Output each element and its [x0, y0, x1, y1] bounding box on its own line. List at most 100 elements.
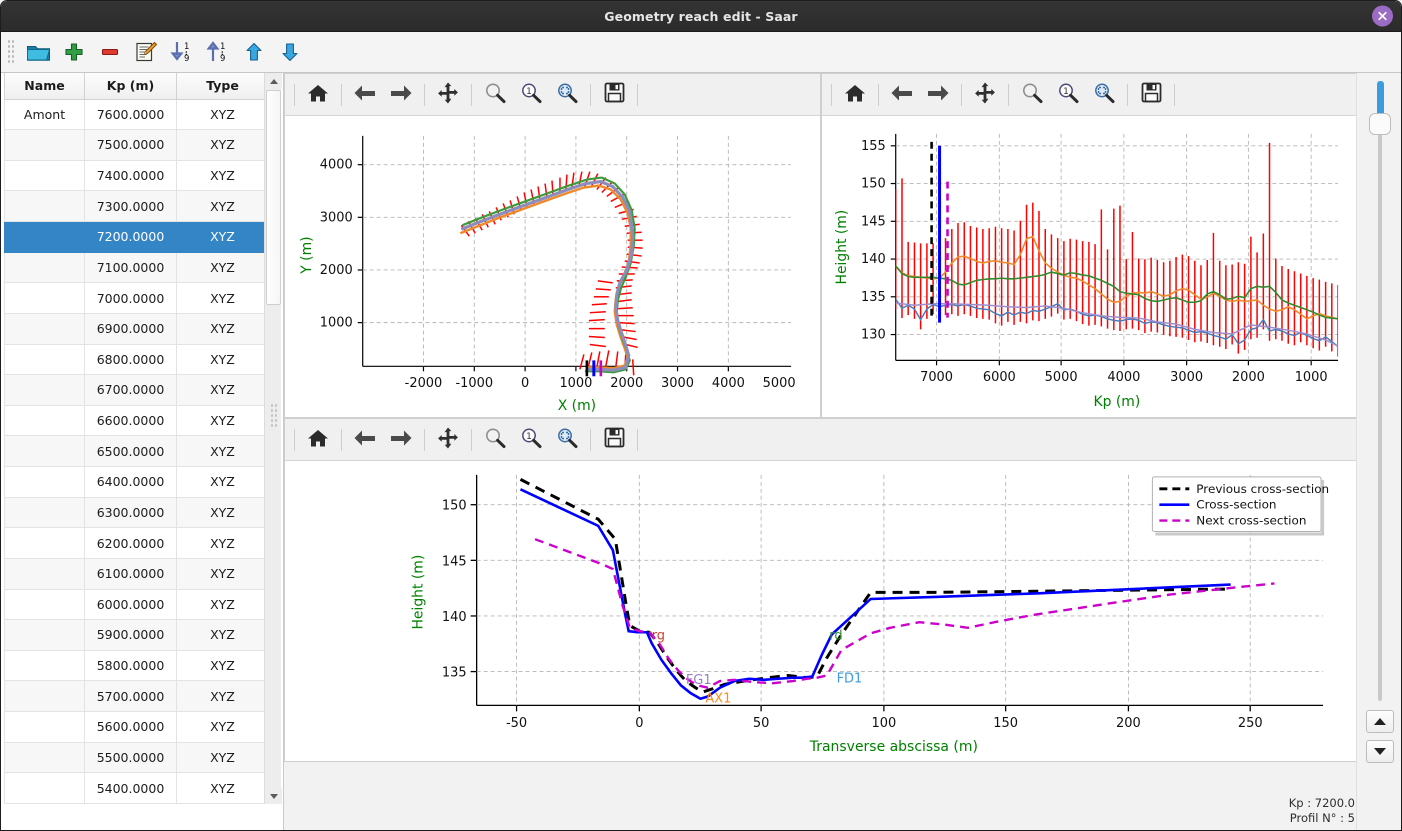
cell-name[interactable] [4, 435, 85, 467]
cell-type[interactable]: XYZ [176, 129, 269, 161]
cell-kp[interactable]: 7000.0000 [84, 282, 177, 314]
table-row[interactable]: 7100.0000 XYZ [4, 251, 269, 284]
cell-name[interactable] [4, 527, 85, 559]
pan-button[interactable] [967, 78, 1003, 112]
cell-kp[interactable]: 7400.0000 [84, 159, 177, 192]
cell-kp[interactable]: 6400.0000 [84, 466, 177, 498]
cell-kp[interactable]: 6500.0000 [84, 435, 177, 467]
cell-kp[interactable]: 7100.0000 [84, 251, 177, 284]
cell-kp[interactable]: 7200.0000 [84, 221, 177, 253]
table-row[interactable]: 7300.0000 XYZ [4, 190, 269, 222]
pan-button[interactable] [430, 78, 466, 112]
forward-button[interactable] [920, 78, 956, 112]
home-button[interactable] [300, 78, 336, 112]
zoom-one-button[interactable]: 1 [513, 423, 549, 457]
cell-type[interactable]: XYZ [176, 221, 269, 253]
cell-type[interactable]: XYZ [176, 159, 269, 192]
cell-kp[interactable]: 6100.0000 [84, 557, 177, 590]
cell-type[interactable]: XYZ [176, 251, 269, 284]
cell-name[interactable] [4, 221, 85, 253]
cell-name[interactable] [4, 374, 85, 406]
cell-type[interactable]: XYZ [176, 190, 269, 222]
cell-kp[interactable]: 5800.0000 [84, 649, 177, 682]
cell-name[interactable] [4, 251, 85, 284]
zoom-button[interactable] [1014, 78, 1050, 112]
sort-up-1-9-icon[interactable]: 1 9 [201, 36, 235, 68]
arrow-up-icon[interactable] [237, 36, 271, 68]
longitudinal-profile-canvas[interactable]: 7000 6000 5000 4000 3000 2000 1000 130 1… [822, 116, 1357, 417]
table-row[interactable]: 7200.0000 XYZ [4, 221, 269, 253]
cell-type[interactable]: XYZ [176, 404, 269, 437]
table-row[interactable]: 6800.0000 XYZ [4, 343, 269, 376]
toolbar-grip[interactable] [7, 39, 16, 65]
table-row[interactable]: 7500.0000 XYZ [4, 129, 269, 161]
column-header-type[interactable]: Type [176, 73, 269, 100]
sort-down-1-9-icon[interactable]: 1 9 [165, 36, 199, 68]
close-icon[interactable] [1372, 5, 1393, 27]
table-row[interactable]: 6200.0000 XYZ [4, 527, 269, 559]
table-row[interactable]: 6300.0000 XYZ [4, 496, 269, 529]
cell-type[interactable]: XYZ [176, 772, 269, 804]
cell-type[interactable]: XYZ [176, 741, 269, 774]
cell-type[interactable]: XYZ [176, 282, 269, 314]
cell-type[interactable]: XYZ [176, 466, 269, 498]
cell-type[interactable]: XYZ [176, 557, 269, 590]
save-figure-button[interactable] [1133, 78, 1169, 112]
open-folder-button[interactable] [21, 36, 55, 68]
remove-button[interactable] [93, 36, 127, 68]
cell-name[interactable] [4, 557, 85, 590]
table-row[interactable]: 7400.0000 XYZ [4, 159, 269, 192]
table-row[interactable]: 6400.0000 XYZ [4, 466, 269, 498]
cell-name[interactable] [4, 711, 85, 743]
pan-button[interactable] [430, 423, 466, 457]
cell-kp[interactable]: 5600.0000 [84, 711, 177, 743]
edit-button[interactable] [129, 36, 163, 68]
table-row[interactable]: Amont 7600.0000 XYZ [4, 98, 269, 131]
cell-kp[interactable]: 6000.0000 [84, 588, 177, 621]
cell-kp[interactable]: 5400.0000 [84, 772, 177, 804]
cell-kp[interactable]: 7600.0000 [84, 98, 177, 131]
cell-type[interactable]: XYZ [176, 312, 269, 345]
cell-name[interactable] [4, 129, 85, 161]
cell-type[interactable]: XYZ [176, 374, 269, 406]
column-header-kp[interactable]: Kp (m) [84, 73, 177, 100]
cross-section-canvas[interactable]: rg FG1 AX1 FD1 rd -50 0 50 100 150 [285, 461, 1357, 761]
cell-name[interactable] [4, 619, 85, 651]
cell-type[interactable]: XYZ [176, 649, 269, 682]
table-row[interactable]: 6100.0000 XYZ [4, 557, 269, 590]
table-scrollbar-thumb[interactable] [266, 90, 281, 305]
cell-type[interactable]: XYZ [176, 527, 269, 559]
cell-name[interactable] [4, 466, 85, 498]
cell-name[interactable] [4, 159, 85, 192]
cell-name[interactable] [4, 588, 85, 621]
next-profile-button[interactable] [1366, 740, 1394, 763]
table-row[interactable]: 5400.0000 XYZ [4, 772, 269, 804]
table-row[interactable]: 5900.0000 XYZ [4, 619, 269, 651]
cell-kp[interactable]: 6200.0000 [84, 527, 177, 559]
table-row[interactable]: 6900.0000 XYZ [4, 312, 269, 345]
cell-type[interactable]: XYZ [176, 680, 269, 712]
arrow-down-icon[interactable] [273, 36, 307, 68]
cell-name[interactable] [4, 741, 85, 774]
cell-kp[interactable]: 6700.0000 [84, 374, 177, 406]
home-button[interactable] [837, 78, 873, 112]
previous-profile-button[interactable] [1366, 710, 1394, 733]
zoom-button[interactable] [477, 78, 513, 112]
home-button[interactable] [300, 423, 336, 457]
cell-type[interactable]: XYZ [176, 98, 269, 131]
back-button[interactable] [347, 423, 383, 457]
table-row[interactable]: 5800.0000 XYZ [4, 649, 269, 682]
zoom-button[interactable] [477, 423, 513, 457]
cell-type[interactable]: XYZ [176, 619, 269, 651]
table-row[interactable]: 6600.0000 XYZ [4, 404, 269, 437]
table-row[interactable]: 5600.0000 XYZ [4, 711, 269, 743]
table-row[interactable]: 5500.0000 XYZ [4, 741, 269, 774]
cell-type[interactable]: XYZ [176, 496, 269, 529]
zoom-one-button[interactable]: 1 [1050, 78, 1086, 112]
cell-name[interactable] [4, 680, 85, 712]
table-scrollbar[interactable] [264, 73, 282, 804]
cell-kp[interactable]: 6900.0000 [84, 312, 177, 345]
cell-kp[interactable]: 5900.0000 [84, 619, 177, 651]
zoom-fit-button[interactable] [549, 423, 585, 457]
cell-type[interactable]: XYZ [176, 588, 269, 621]
